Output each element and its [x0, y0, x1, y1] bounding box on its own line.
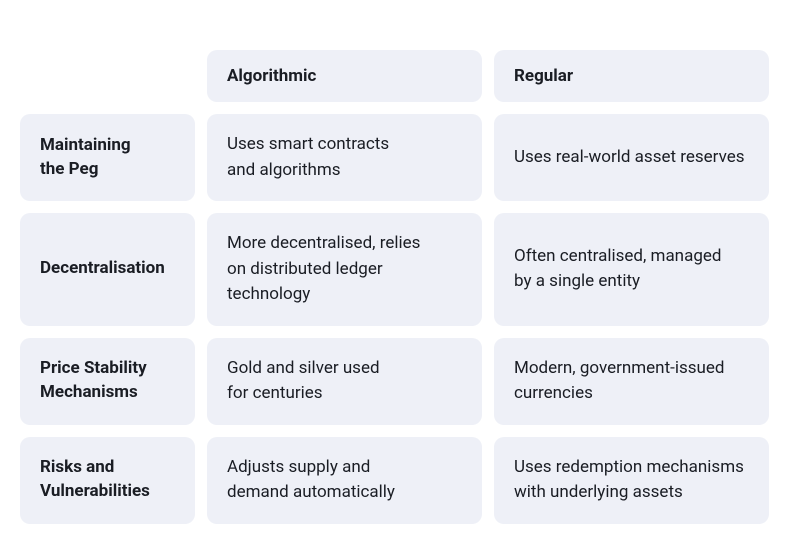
column-header-label: Algorithmic [227, 66, 316, 86]
row-label-line: Mechanisms [40, 381, 175, 405]
table-cell: Uses smart contracts and algorithms [207, 114, 482, 201]
cell-line: on distributed ledger technology [227, 257, 462, 308]
cell-line: and algorithms [227, 158, 462, 184]
header-empty [20, 50, 195, 102]
table-cell: Uses redemption mechanisms with underlyi… [494, 437, 769, 524]
row-label-line: the Peg [40, 158, 175, 182]
table-cell: Uses real-world asset reserves [494, 114, 769, 201]
cell-line: by a single entity [514, 269, 749, 295]
cell-line: Uses smart contracts [227, 132, 462, 158]
cell-line: Modern, government-issued [514, 356, 749, 382]
table-cell: Gold and silver used for centuries [207, 338, 482, 425]
cell-line: currencies [514, 381, 749, 407]
column-header-algorithmic: Algorithmic [207, 50, 482, 102]
row-label: Risks and Vulnerabilities [20, 437, 195, 524]
cell-line: Adjusts supply and [227, 455, 462, 481]
cell-line: with underlying assets [514, 480, 749, 506]
row-label-line: Price Stability [40, 357, 175, 381]
column-header-regular: Regular [494, 50, 769, 102]
row-label: Decentralisation [20, 213, 195, 326]
table-cell: Often centralised, managed by a single e… [494, 213, 769, 326]
cell-line: Often centralised, managed [514, 244, 749, 270]
row-label-line: Maintaining [40, 134, 175, 158]
table-cell: More decentralised, relies on distribute… [207, 213, 482, 326]
column-header-label: Regular [514, 66, 573, 86]
cell-line: Uses real-world asset reserves [514, 145, 749, 171]
comparison-table: Algorithmic Regular Maintaining the Peg … [20, 50, 780, 524]
row-label: Maintaining the Peg [20, 114, 195, 201]
table-cell: Modern, government-issued currencies [494, 338, 769, 425]
row-label-line: Vulnerabilities [40, 480, 175, 504]
cell-line: Gold and silver used [227, 356, 462, 382]
cell-line: Uses redemption mechanisms [514, 455, 749, 481]
cell-line: More decentralised, relies [227, 231, 462, 257]
row-label: Price Stability Mechanisms [20, 338, 195, 425]
cell-line: demand automatically [227, 480, 462, 506]
table-cell: Adjusts supply and demand automatically [207, 437, 482, 524]
row-label-line: Decentralisation [40, 257, 175, 281]
row-label-line: Risks and [40, 456, 175, 480]
cell-line: for centuries [227, 381, 462, 407]
